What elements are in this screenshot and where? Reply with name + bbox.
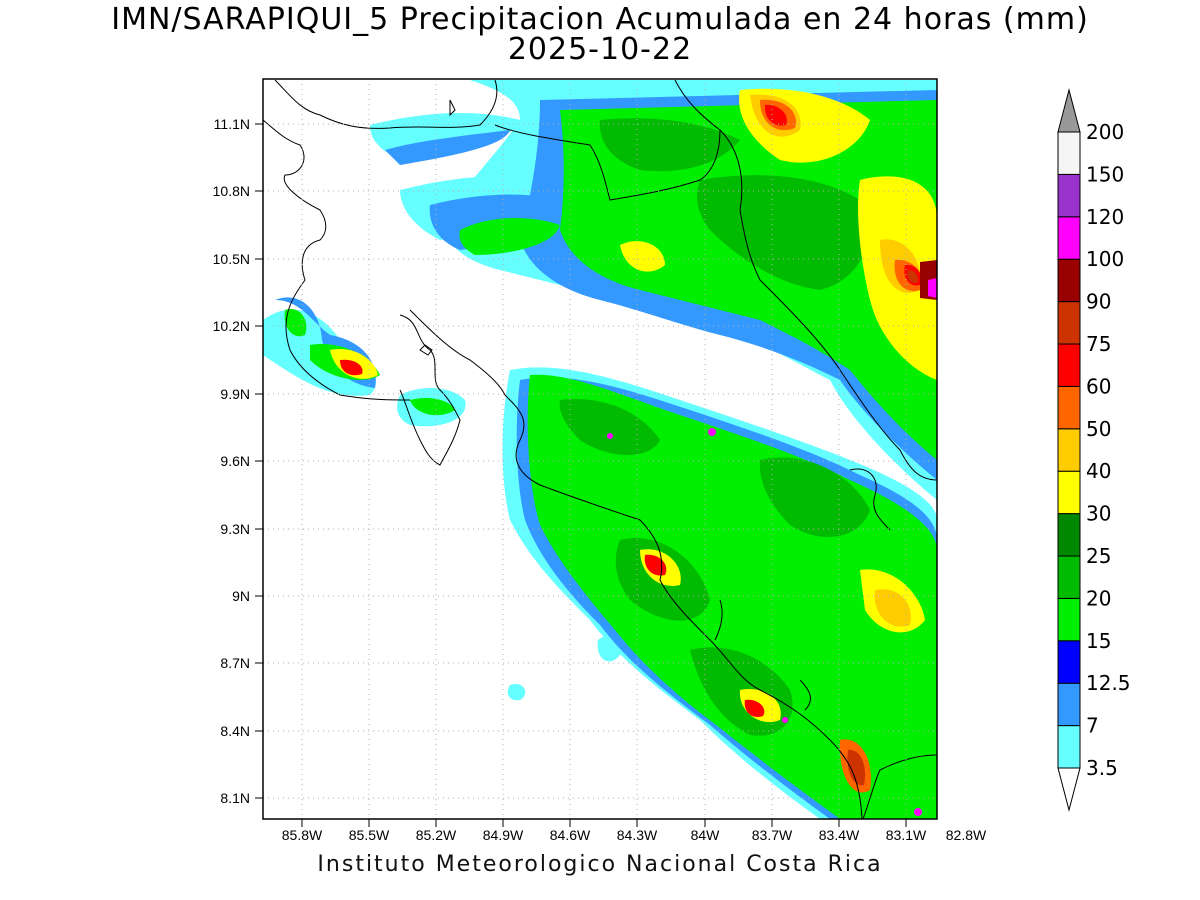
lon-label: 85.5W (349, 827, 390, 843)
graticule (263, 79, 937, 819)
lat-label: 9.6N (220, 453, 250, 469)
lat-label: 9.3N (220, 521, 250, 537)
colorbar-swatch (1057, 216, 1081, 260)
precipitation-field (263, 80, 937, 819)
lat-label: 11.1N (214, 116, 250, 132)
colorbar-swatch (1057, 258, 1081, 303)
colorbar-swatch (1057, 385, 1081, 430)
lat-label: 10.5N (213, 251, 250, 267)
footer-credit: Instituto Meteorologico Nacional Costa R… (317, 852, 883, 877)
lat-label: 10.8N (213, 183, 250, 199)
lon-label: 84.6W (550, 827, 591, 843)
lon-label: 84W (691, 827, 721, 843)
colorbar-swatch (1057, 555, 1081, 599)
colorbar-upper-triangle (1057, 88, 1081, 133)
colorbar-lower-triangle (1057, 767, 1081, 812)
colorbar-level-label: 120 (1086, 205, 1124, 229)
colorbar-level-label: 60 (1086, 374, 1111, 398)
colorbar-swatch (1057, 131, 1081, 175)
colorbar-level-label: 90 (1086, 290, 1111, 314)
lon-label: 83.4W (819, 827, 860, 843)
colorbar-swatch (1057, 343, 1081, 387)
lon-label: 82.8W (946, 827, 987, 843)
map-frame (262, 78, 938, 820)
longitude-labels: 85.8W 85.5W 85.2W 84.9W 84.6W 84.3W 84W … (282, 827, 987, 843)
tick-marks (255, 123, 907, 827)
precip-band-75 (847, 270, 918, 786)
colorbar-level-label: 20 (1086, 586, 1111, 610)
colorbar-level-label: 15 (1086, 629, 1111, 653)
colorbar-swatch (1057, 513, 1081, 557)
lat-label: 9N (232, 588, 250, 604)
coastlines (263, 79, 937, 819)
colorbar-swatch (1057, 470, 1081, 515)
colorbar-swatch (1057, 301, 1081, 345)
colorbar: 3.5 7 12.5 15 20 25 30 40 50 60 75 90 100 120 150 200 (1057, 88, 1131, 812)
precip-band-60 (340, 104, 922, 718)
lon-label: 83.1W (886, 827, 927, 843)
colorbar-swatch (1057, 173, 1081, 218)
lat-label: 9.9N (220, 386, 250, 402)
colorbar-level-label: 200 (1086, 120, 1124, 144)
lon-label: 83.7W (752, 827, 793, 843)
lat-label: 8.7N (220, 655, 250, 671)
lon-label: 85.8W (282, 827, 323, 843)
colorbar-level-label: 75 (1086, 332, 1111, 356)
colorbar-level-label: 12.5 (1086, 671, 1131, 695)
colorbar-level-label: 100 (1086, 247, 1124, 271)
precip-band-100 (607, 278, 937, 816)
colorbar-level-label: 25 (1086, 544, 1111, 568)
colorbar-swatch (1057, 640, 1081, 684)
colorbar-swatch (1057, 725, 1081, 769)
lon-label: 84.3W (617, 827, 658, 843)
colorbar-level-label: 50 (1086, 417, 1111, 441)
colorbar-level-label: 40 (1086, 459, 1111, 483)
colorbar-level-label: 150 (1086, 162, 1124, 186)
colorbar-level-label: 7 (1086, 714, 1099, 738)
lat-label: 8.1N (220, 790, 250, 806)
colorbar-swatch (1057, 682, 1081, 727)
lon-label: 84.9W (483, 827, 524, 843)
colorbar-level-label: 30 (1086, 502, 1111, 526)
latitude-labels: 11.1N 10.8N 10.5N 10.2N 9.9N 9.6N 9.3N 9… (213, 116, 250, 806)
colorbar-swatch (1057, 428, 1081, 472)
map-date: 2025-10-22 (507, 32, 693, 67)
lon-label: 85.2W (416, 827, 457, 843)
colorbar-swatch (1057, 597, 1081, 642)
colorbar-level-label: 3.5 (1086, 756, 1118, 780)
map-title: IMN/SARAPIQUI_5 Precipitacion Acumulada … (111, 2, 1089, 37)
lat-label: 8.4N (220, 723, 250, 739)
lat-label: 10.2N (213, 318, 250, 334)
